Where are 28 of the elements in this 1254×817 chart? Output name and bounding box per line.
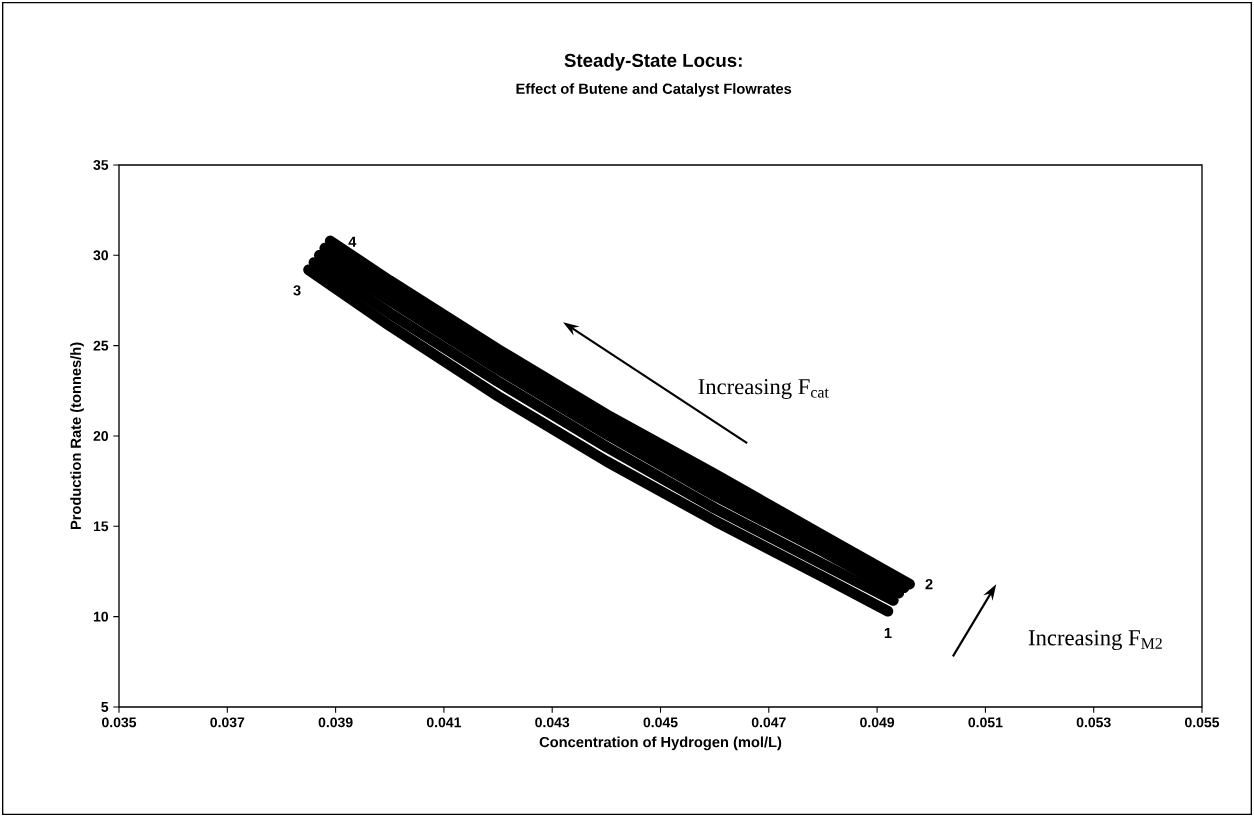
y-tick-label: 35 bbox=[93, 160, 109, 170]
x-axis-title: Concentration of Hydrogen (mol/L) bbox=[539, 736, 782, 751]
x-tick-label: 0.049 bbox=[860, 717, 895, 728]
annotation: Increasing F$_{M2}$ bbox=[1028, 630, 1162, 651]
y-tick-label: 30 bbox=[93, 250, 109, 261]
x-tick-label: 0.035 bbox=[102, 717, 137, 728]
chart-title: Steady-State Locus: bbox=[564, 53, 742, 71]
x-tick-label: 0.051 bbox=[968, 717, 1003, 728]
x-tick-label: 0.053 bbox=[1076, 717, 1111, 728]
annotation: 4 bbox=[348, 236, 357, 247]
annotation: 3 bbox=[293, 285, 301, 296]
y-tick-label: 10 bbox=[93, 611, 109, 622]
y-tick-label: 5 bbox=[101, 702, 109, 712]
annotation: Increasing F$_{cat}$ bbox=[698, 379, 829, 399]
x-tick-label: 0.037 bbox=[210, 717, 245, 728]
x-tick-label: 0.043 bbox=[535, 717, 570, 728]
y-tick-label: 25 bbox=[93, 340, 109, 351]
chart-subtitle: Effect of Butene and Catalyst Flowrates bbox=[516, 83, 792, 97]
x-tick-label: 0.045 bbox=[643, 717, 678, 728]
x-tick-label: 0.055 bbox=[1185, 717, 1220, 728]
y-tick-label: 20 bbox=[93, 431, 109, 441]
x-tick-label: 0.039 bbox=[318, 717, 353, 728]
y-axis-title: Production Rate (tonnes/h) bbox=[70, 342, 84, 530]
x-tick-label: 0.047 bbox=[751, 717, 786, 728]
y-tick-label: 15 bbox=[93, 521, 109, 532]
annotation: 2 bbox=[925, 579, 933, 590]
x-tick-label: 0.041 bbox=[426, 717, 462, 728]
annotation: 1 bbox=[884, 627, 892, 639]
